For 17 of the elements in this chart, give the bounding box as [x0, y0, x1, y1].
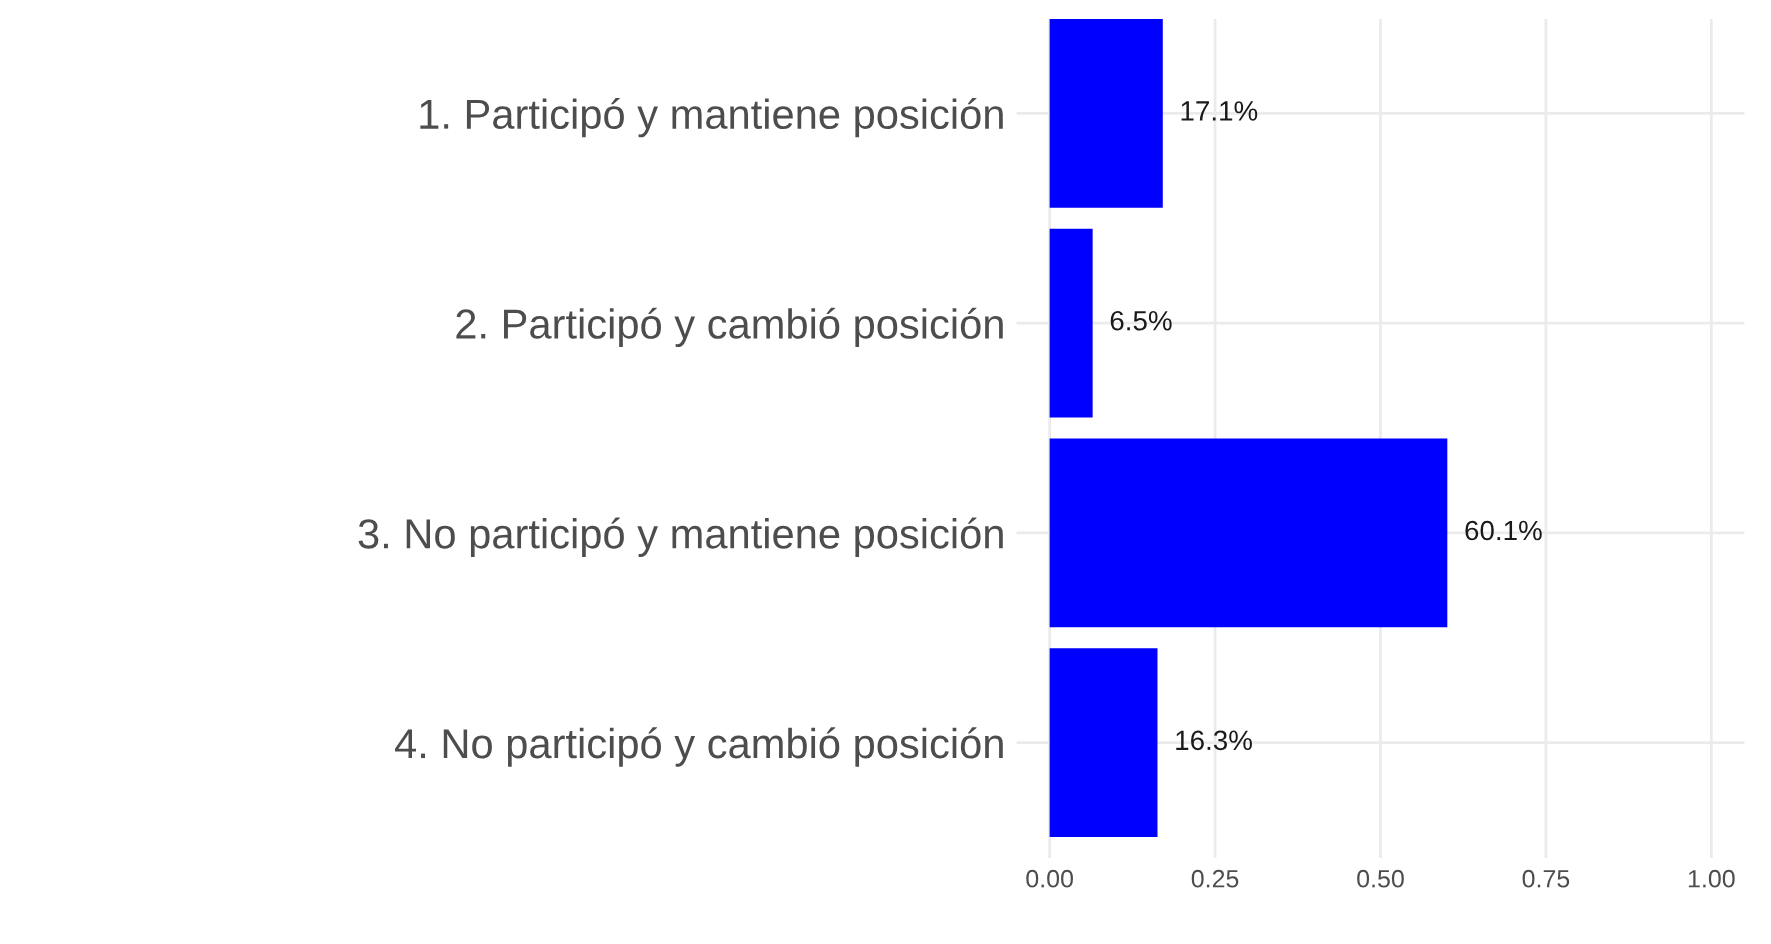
data-label: 6.5% [1110, 310, 1172, 331]
y-tick-label: 1. Participó y mantiene posición [420, 97, 1003, 138]
bar [1049, 438, 1448, 628]
bar [1049, 648, 1158, 838]
x-tick-label: 0.00 [1026, 869, 1073, 888]
x-tick-label: 0.75 [1522, 869, 1570, 888]
data-label: 60.1% [1465, 520, 1542, 541]
data-label: 16.3% [1176, 730, 1252, 751]
y-tick-label: 3. No participó y mantiene posición [358, 517, 1003, 557]
x-tick-label: 0.50 [1357, 869, 1404, 888]
y-tick-label: 4. No participó y cambió posición [395, 727, 1003, 767]
bar [1049, 18, 1163, 208]
data-label: 17.1% [1181, 101, 1258, 121]
y-tick-label: 2. Participó y cambió posición [456, 307, 1003, 348]
bar [1049, 228, 1093, 418]
x-tick-label: 1.00 [1688, 869, 1735, 888]
x-tick-label: 0.25 [1191, 869, 1239, 888]
